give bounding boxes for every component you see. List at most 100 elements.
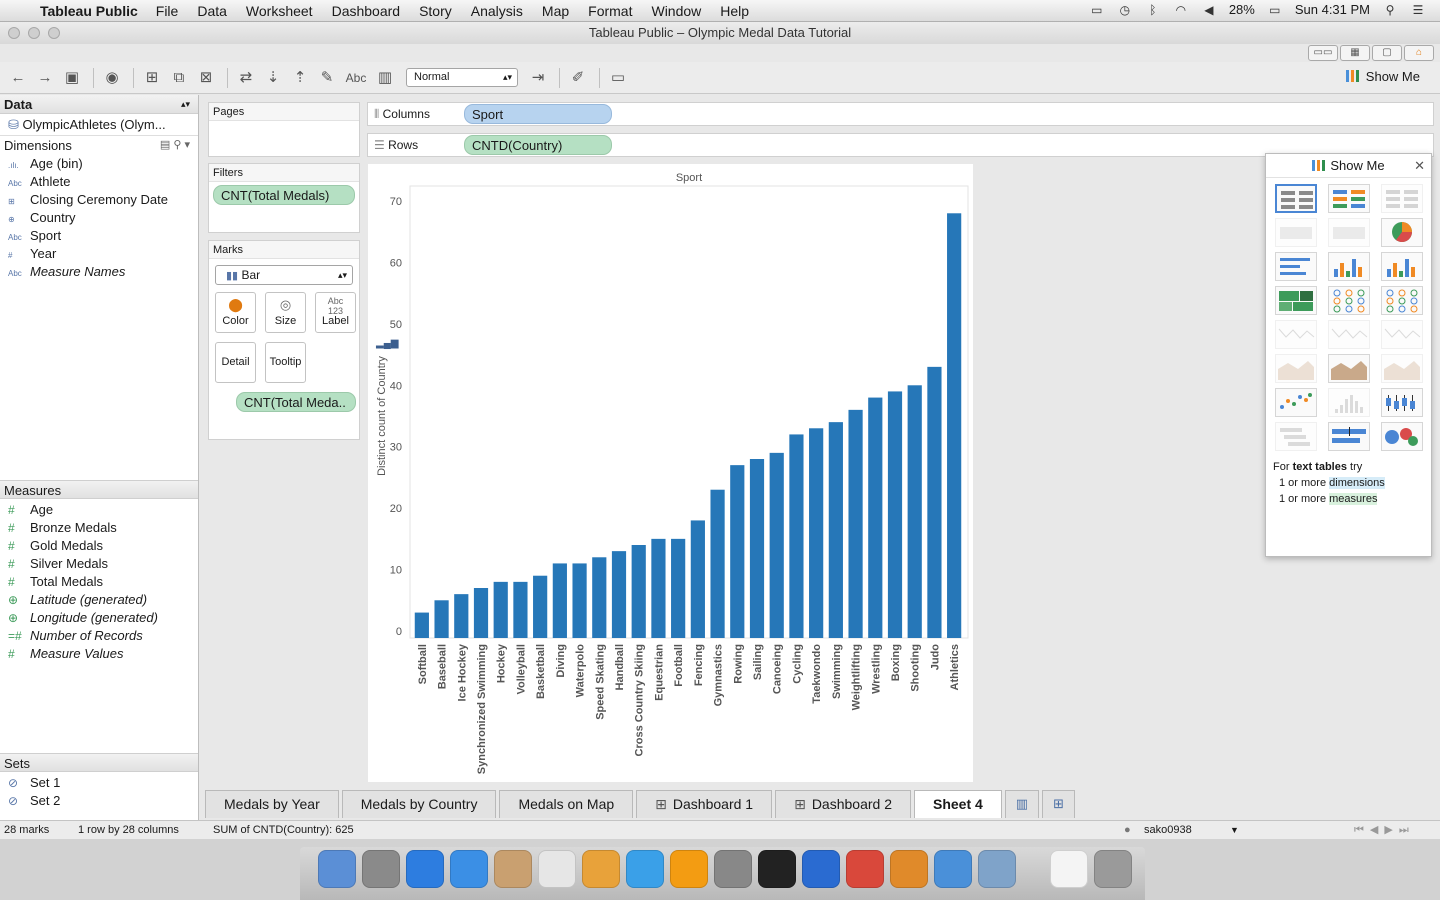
field-item[interactable]: # Year xyxy=(0,245,198,263)
bar[interactable] xyxy=(592,557,607,638)
filters-shelf[interactable]: Filters CNT(Total Medals) xyxy=(208,163,360,233)
label-button[interactable]: Abc 123 Label xyxy=(315,292,356,333)
new-worksheet-icon[interactable]: ⊞ xyxy=(145,68,159,86)
pane-menu-icon[interactable]: ▴▾ xyxy=(180,99,190,109)
spotlight-icon[interactable]: ⚲ xyxy=(1385,2,1395,17)
menu-item[interactable]: Format xyxy=(588,2,633,19)
set-item[interactable]: ⊘ Set 1 xyxy=(0,774,198,792)
box-whisker-icon[interactable] xyxy=(1381,388,1423,417)
forward-icon[interactable]: → xyxy=(37,68,53,86)
display-icon[interactable]: ▭ xyxy=(1091,2,1103,17)
fit-mode-select[interactable]: Normal ▴▾ xyxy=(406,68,518,87)
field-item[interactable]: Abc Athlete xyxy=(0,173,198,191)
clear-sheet-icon[interactable]: ⊠ xyxy=(199,68,213,86)
wifi-icon[interactable]: ◠ xyxy=(1175,2,1187,17)
bar[interactable] xyxy=(434,600,449,638)
area-continuous-icon[interactable] xyxy=(1275,354,1317,383)
bar[interactable] xyxy=(414,612,429,638)
find-field-icon[interactable]: ▤ ⚲ ▾ xyxy=(159,139,190,151)
discrete-lines-icon[interactable] xyxy=(1328,320,1370,349)
field-item[interactable]: # Silver Medals xyxy=(0,555,198,573)
set-item[interactable]: ⊘ Set 2 xyxy=(0,792,198,810)
stacked-bars-icon[interactable] xyxy=(1328,252,1370,281)
size-button[interactable]: ◎ Size xyxy=(265,292,306,333)
bar[interactable] xyxy=(868,397,883,638)
bar[interactable] xyxy=(493,581,508,638)
field-item[interactable]: =# Number of Records xyxy=(0,627,198,645)
mail-icon[interactable] xyxy=(494,850,532,888)
detail-button[interactable]: Detail xyxy=(215,342,256,383)
itunes-icon[interactable] xyxy=(626,850,664,888)
bar[interactable] xyxy=(730,465,745,638)
presentation-mode-icon[interactable]: ▭ xyxy=(610,68,626,86)
symbol-map-icon[interactable] xyxy=(1275,218,1317,247)
pie-chart-icon[interactable] xyxy=(1381,218,1423,247)
pages-shelf[interactable]: Pages xyxy=(208,102,360,157)
bar[interactable] xyxy=(809,428,824,638)
datasource-row[interactable]: ⛁ OlympicAthletes (Olym... xyxy=(0,114,198,136)
sheet-tab[interactable]: Medals by Year xyxy=(205,790,339,818)
volume-icon[interactable]: ◀ xyxy=(1204,2,1214,17)
document-icon[interactable] xyxy=(1050,850,1088,888)
field-item[interactable]: # Measure Values xyxy=(0,645,198,663)
bar[interactable] xyxy=(671,538,686,638)
word-icon[interactable] xyxy=(802,850,840,888)
bar[interactable] xyxy=(828,422,843,638)
field-item[interactable]: # Gold Medals xyxy=(0,537,198,555)
bar[interactable] xyxy=(611,551,627,638)
dual-combination-icon[interactable] xyxy=(1381,354,1423,383)
sheet-tab[interactable]: ⊞ Dashboard 1 xyxy=(636,790,773,818)
continuous-lines-icon[interactable] xyxy=(1275,320,1317,349)
system-preferences-icon[interactable] xyxy=(714,850,752,888)
text-table-icon[interactable] xyxy=(1275,184,1317,213)
field-item[interactable]: Abc Sport xyxy=(0,227,198,245)
menu-item[interactable]: Map xyxy=(541,2,570,19)
safari-icon[interactable] xyxy=(450,850,488,888)
sheet-sorter-icon[interactable]: ▦ xyxy=(1340,45,1370,61)
launchpad-icon[interactable] xyxy=(362,850,400,888)
annotate-icon[interactable]: ✐ xyxy=(571,68,585,86)
preview-icon[interactable] xyxy=(978,850,1016,888)
show-labels-button[interactable]: Abc xyxy=(345,70,367,85)
filmstrip-icon[interactable]: ▢ xyxy=(1372,45,1402,61)
rows-pill[interactable]: CNTD(Country) xyxy=(464,135,612,155)
bar[interactable] xyxy=(927,366,942,638)
bar[interactable] xyxy=(572,563,587,638)
scatter-plot-icon[interactable] xyxy=(1275,388,1317,417)
battery-percent[interactable]: 28% xyxy=(1228,2,1255,17)
notification-center-icon[interactable]: ☰ xyxy=(1412,2,1424,17)
trash-icon[interactable] xyxy=(1094,850,1132,888)
chevron-down-icon[interactable]: ▼ xyxy=(1230,825,1239,835)
bar[interactable] xyxy=(473,588,489,638)
bullet-graph-icon[interactable] xyxy=(1328,422,1370,451)
chart-type-icon[interactable]: ▥ xyxy=(377,68,393,86)
sort-ascending-icon[interactable]: ⇣ xyxy=(266,68,280,86)
presentation-icon[interactable]: ▭▭ xyxy=(1308,45,1338,61)
menu-item[interactable]: File xyxy=(155,2,179,19)
filled-map-icon[interactable] xyxy=(1328,218,1370,247)
bar[interactable] xyxy=(848,409,863,638)
fix-axes-icon[interactable]: ⇥ xyxy=(531,68,545,86)
save-icon[interactable]: ▣ xyxy=(64,68,80,86)
terminal-icon[interactable] xyxy=(758,850,796,888)
dual-lines-icon[interactable] xyxy=(1381,320,1423,349)
tooltip-button[interactable]: Tooltip xyxy=(265,342,306,383)
field-item[interactable]: ⊞ Closing Ceremony Date xyxy=(0,191,198,209)
sheet-tab[interactable]: Medals by Country xyxy=(341,790,497,818)
histogram-icon[interactable] xyxy=(1328,388,1370,417)
bluetooth-icon[interactable]: ᛒ xyxy=(1149,2,1157,17)
back-icon[interactable]: ← xyxy=(10,68,26,86)
field-item[interactable]: # Bronze Medals xyxy=(0,519,198,537)
minimize-window-button[interactable] xyxy=(28,27,40,39)
bar[interactable] xyxy=(533,575,548,638)
swap-icon[interactable]: ⇄ xyxy=(239,68,253,86)
new-dashboard-tab-icon[interactable]: ⊞ xyxy=(1042,790,1075,818)
bar[interactable] xyxy=(552,563,567,638)
bar[interactable] xyxy=(710,489,725,638)
menu-item[interactable]: Dashboard xyxy=(331,2,401,19)
app-store-icon[interactable] xyxy=(406,850,444,888)
bar[interactable] xyxy=(631,545,646,638)
columns-pill[interactable]: Sport xyxy=(464,104,612,124)
duplicate-sheet-icon[interactable]: ⧉ xyxy=(173,68,185,86)
datasource-icon[interactable]: ◉ xyxy=(105,68,119,86)
